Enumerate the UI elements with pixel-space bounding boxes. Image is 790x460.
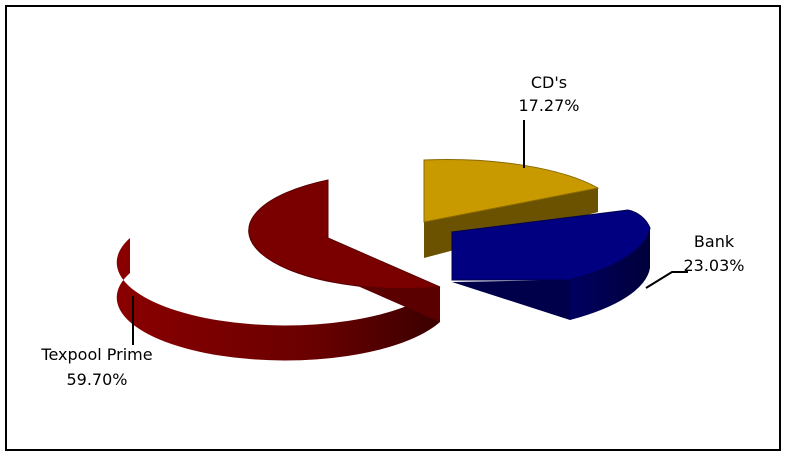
slice-side-texpool-prime — [116, 238, 440, 361]
slice-wall-bank — [452, 232, 570, 320]
chart-frame — [5, 5, 781, 451]
label-texpool-name: Texpool Prime — [40, 345, 152, 364]
leader-line-bank — [645, 271, 688, 289]
label-bank-pct: 23.03% — [683, 256, 744, 275]
slice-top-bank — [451, 209, 651, 281]
label-bank-name: Bank — [694, 232, 735, 251]
slice-side-bank — [570, 228, 650, 320]
label-cds-pct: 17.27% — [518, 96, 579, 115]
pie-slice-bank — [451, 209, 651, 320]
label-texpool-pct: 59.70% — [66, 370, 127, 389]
label-cds-name: CD's — [531, 73, 567, 92]
slice-top-texpool-prime — [248, 179, 441, 290]
pie-slice-texpool-prime — [116, 179, 441, 361]
leader-lines — [132, 120, 688, 345]
